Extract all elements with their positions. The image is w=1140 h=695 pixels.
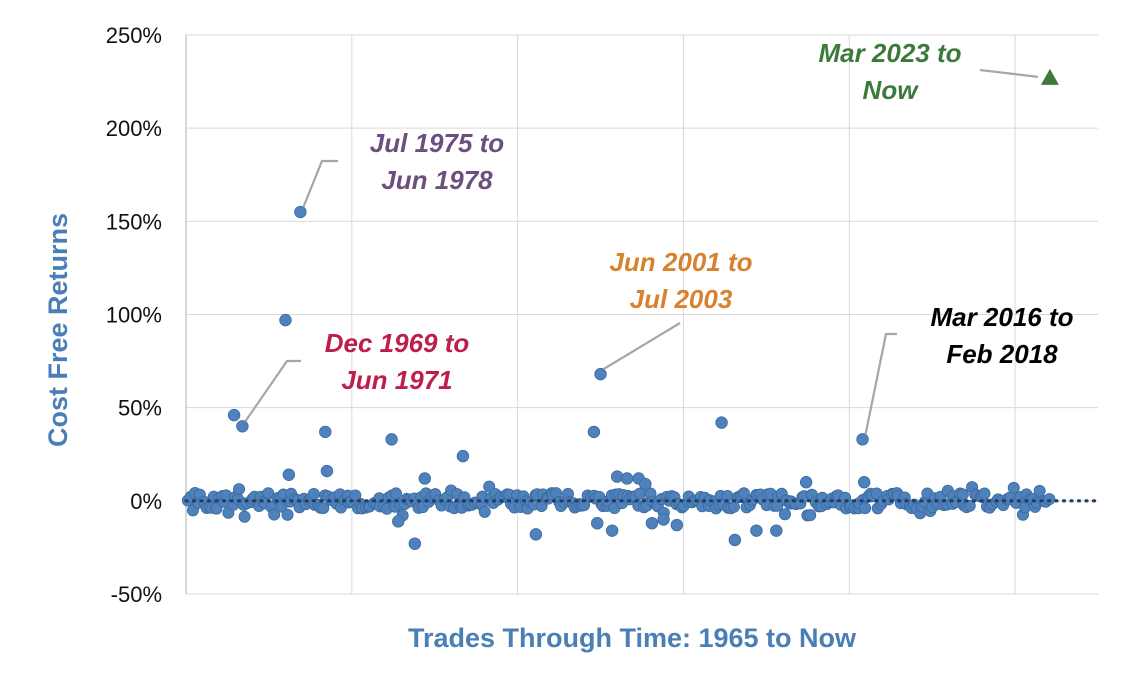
data-point <box>319 425 332 439</box>
data-point <box>281 508 294 521</box>
data-point <box>233 483 246 496</box>
data-point <box>418 472 431 485</box>
data-point <box>307 487 320 500</box>
data-point <box>645 516 659 530</box>
y-tick-label: 0% <box>130 489 162 514</box>
annotation: Dec 1969 to Jun 1971 <box>244 328 470 422</box>
y-tick-label: 150% <box>106 209 162 234</box>
data-point <box>238 510 251 523</box>
data-point <box>728 533 742 547</box>
annotations: Jul 1975 to Jun 1978 Dec 1969 to Jun 1971 Ju… <box>244 38 1074 435</box>
y-tick-label: 200% <box>106 116 162 141</box>
data-point <box>620 472 634 485</box>
data-point <box>857 476 871 489</box>
data-point <box>385 433 398 446</box>
y-axis-title: Cost Free Returns <box>43 213 73 447</box>
data-point <box>670 518 684 532</box>
y-tick-label: 50% <box>118 396 162 421</box>
data-points <box>181 68 1059 550</box>
annotation: Jul 1975 to Jun 1978 <box>302 128 505 208</box>
leader-line <box>244 359 301 422</box>
data-point <box>392 515 405 528</box>
data-point <box>591 516 604 530</box>
data-point <box>737 487 750 500</box>
data-point <box>963 499 976 512</box>
leader-line <box>864 332 897 435</box>
annotation-text: Jun 1978 <box>381 165 493 195</box>
data-point <box>856 433 869 446</box>
data-point <box>956 488 969 501</box>
leader-line <box>979 68 1039 78</box>
annotation-text: Jul 1975 to <box>370 128 505 158</box>
annotation-text: Jun 1971 <box>341 365 452 395</box>
annotation-text: Feb 2018 <box>946 339 1058 369</box>
data-point <box>799 476 813 489</box>
data-point <box>478 505 491 518</box>
annotation-text: Jul 2003 <box>630 284 733 314</box>
data-point <box>268 508 281 521</box>
data-point <box>594 367 607 381</box>
data-point <box>408 537 422 550</box>
data-point <box>778 508 791 521</box>
data-point <box>1033 484 1046 497</box>
y-tick-label: -50% <box>111 582 162 607</box>
data-point <box>317 501 330 514</box>
annotation: Mar 2016 to Feb 2018 <box>864 302 1074 435</box>
data-point <box>859 502 872 515</box>
annotation-text: Jun 2001 to <box>609 247 752 277</box>
data-point <box>657 513 670 526</box>
data-point <box>390 487 403 500</box>
data-point <box>282 468 296 481</box>
data-point <box>770 524 783 537</box>
annotation-text: Mar 2023 to <box>818 38 961 68</box>
y-tick-label: 100% <box>106 303 162 328</box>
x-axis-title: Trades Through Time: 1965 to Now <box>408 623 857 653</box>
leader-line <box>302 159 338 208</box>
data-point <box>279 313 292 327</box>
data-point <box>605 524 619 537</box>
annotation-text: Mar 2016 to <box>930 302 1073 332</box>
data-point <box>320 464 334 478</box>
data-point <box>529 528 543 541</box>
leader-line <box>602 322 681 371</box>
data-point <box>236 420 249 433</box>
data-point <box>978 487 991 500</box>
data-point <box>639 477 652 491</box>
y-tick-label: 250% <box>106 23 162 48</box>
data-point <box>227 408 241 422</box>
data-point <box>294 205 307 219</box>
data-point <box>750 524 763 537</box>
annotation: Jun 2001 to Jul 2003 <box>602 247 753 371</box>
annotation: Mar 2023 to Now <box>818 38 1039 105</box>
current-trade-marker <box>1040 68 1059 85</box>
data-point <box>804 509 817 522</box>
annotation-text: Now <box>863 75 920 105</box>
y-tick-labels: -50% 0% 50% 100% 150% 200% 250% <box>106 23 162 607</box>
data-point <box>587 425 601 439</box>
data-point <box>715 416 728 429</box>
annotation-text: Dec 1969 to <box>325 328 470 358</box>
data-point <box>262 487 275 500</box>
data-point <box>1043 493 1056 506</box>
data-point <box>1007 481 1020 494</box>
data-point <box>456 449 470 463</box>
